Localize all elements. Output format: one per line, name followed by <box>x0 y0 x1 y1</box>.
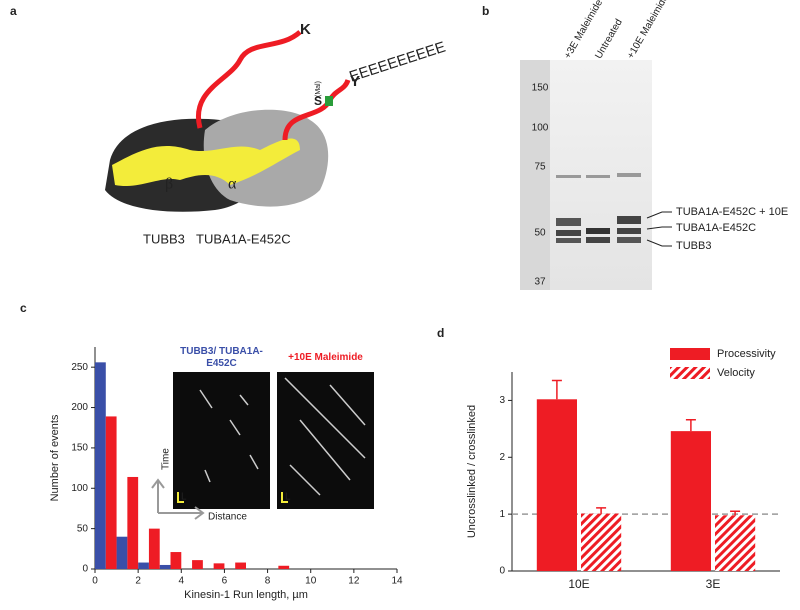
panel-letter: a <box>10 4 17 18</box>
error-bar <box>551 379 562 400</box>
annotation: L <box>285 492 291 503</box>
bar <box>213 563 225 569</box>
gel-image <box>520 60 672 290</box>
bar <box>95 362 106 569</box>
y-axis-label: Number of events <box>49 414 61 501</box>
lane-label: Untreated <box>593 17 624 61</box>
series-label: +10E Maleimide <box>288 352 363 363</box>
subunit-label: β <box>165 176 173 193</box>
y-axis-label: Uncrosslinked / crosslinked <box>466 405 478 538</box>
panel-letter: c <box>20 301 27 315</box>
bar <box>581 513 622 571</box>
subunit-label: α <box>228 176 237 193</box>
y-tick-label: 250 <box>71 362 88 373</box>
x-tick-label: 10 <box>305 576 317 587</box>
y-tick-label: 2 <box>499 452 505 463</box>
protein-structure <box>105 30 351 212</box>
residue-label: Y <box>350 73 360 90</box>
residue-label: K <box>300 21 311 38</box>
x-tick-label: 12 <box>348 576 360 587</box>
annotation: Distance <box>208 512 247 523</box>
band-label: TUBB3 <box>676 240 711 252</box>
x-tick-label: 8 <box>265 576 271 587</box>
mal-label: (Mal) <box>315 81 322 97</box>
y-tick-label: 200 <box>71 402 88 413</box>
x-tick-label: 6 <box>222 576 228 587</box>
y-tick-label: 0 <box>82 564 88 575</box>
bar <box>670 431 711 571</box>
band-label: TUBA1A-E452C <box>676 222 756 234</box>
x-tick-label: 4 <box>179 576 185 587</box>
bar <box>170 552 182 569</box>
caption: TUBA1A-E452C <box>196 231 291 246</box>
x-tick-label: 0 <box>92 576 98 587</box>
y-tick-label: 100 <box>71 483 88 494</box>
error-bar <box>596 507 607 514</box>
ladder-label: 37 <box>534 277 546 288</box>
bar <box>105 416 117 569</box>
x-axis-label: Kinesin-1 Run length, µm <box>184 589 308 601</box>
error-bar <box>730 510 741 516</box>
panel-letter: b <box>482 4 489 18</box>
kymographs <box>151 372 374 520</box>
legend-label: Velocity <box>717 367 755 379</box>
band-label: TUBA1A-E452C + 10E <box>676 206 788 218</box>
residue-label: S <box>314 94 322 108</box>
annotation: L <box>181 492 187 503</box>
bar <box>715 515 756 571</box>
bar <box>116 536 128 569</box>
bar <box>235 562 246 569</box>
bar <box>138 562 149 569</box>
ladder-label: 50 <box>534 228 546 239</box>
y-tick-label: 0 <box>499 566 505 577</box>
panel-letter: d <box>437 326 444 340</box>
ladder-label: 100 <box>532 123 549 134</box>
caption: TUBB3 <box>143 231 185 246</box>
bar <box>278 565 290 569</box>
x-tick-label: 3E <box>706 577 721 591</box>
tail-label: EEEEEEEEEE <box>347 38 447 85</box>
x-tick-label: 14 <box>391 576 403 587</box>
series-label: TUBB3/ TUBA1A-E452C <box>180 346 263 369</box>
ladder-label: 150 <box>532 83 549 94</box>
lane-label: +10E Maleimide <box>625 0 671 61</box>
ladder-label: 75 <box>534 162 546 173</box>
annotation: Time <box>161 448 172 470</box>
legend-label: Processivity <box>717 348 776 360</box>
y-tick-label: 3 <box>499 395 505 406</box>
bar <box>192 560 203 569</box>
legend-swatch <box>670 348 710 360</box>
bar <box>127 476 139 569</box>
bar <box>148 528 160 569</box>
legend-swatch <box>670 367 710 379</box>
x-tick-label: 10E <box>568 577 589 591</box>
y-tick-label: 1 <box>499 509 505 520</box>
y-tick-label: 50 <box>77 523 89 534</box>
x-tick-label: 2 <box>135 576 141 587</box>
bar <box>536 399 577 571</box>
error-bar <box>685 419 696 432</box>
y-tick-label: 150 <box>71 443 88 454</box>
bar <box>159 564 171 569</box>
